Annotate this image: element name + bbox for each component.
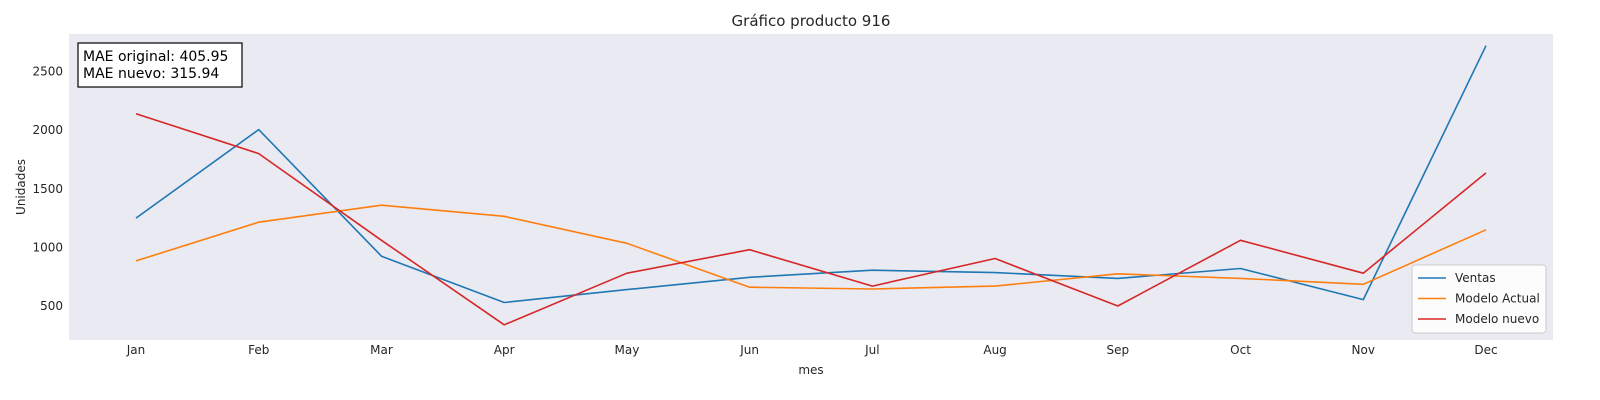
- mae-original-text: MAE original: 405.95: [83, 49, 228, 65]
- x-tick-label: May: [615, 343, 640, 357]
- x-tick-label: Jun: [739, 343, 759, 357]
- legend-label: Modelo Actual: [1455, 292, 1540, 306]
- legend: Ventas Modelo Actual Modelo nuevo: [1411, 264, 1547, 334]
- x-tick-label: Apr: [494, 343, 515, 357]
- legend-box: [1411, 264, 1547, 334]
- legend-label: Ventas: [1455, 271, 1496, 285]
- series-lines: [135, 45, 1487, 326]
- x-axis-label: mes: [798, 363, 823, 377]
- y-tick-label: 2500: [32, 65, 63, 79]
- y-tick-label: 500: [40, 299, 63, 313]
- y-tick-label: 2000: [32, 123, 63, 137]
- x-tick-label: Mar: [370, 343, 393, 357]
- mae-annotation: MAE original: 405.95 MAE nuevo: 315.94: [77, 42, 243, 88]
- y-axis-label: Unidades: [14, 159, 28, 215]
- chart-title: Gráfico producto 916: [732, 12, 891, 30]
- x-tick-label: Dec: [1474, 343, 1497, 357]
- mae-nuevo-text: MAE nuevo: 315.94: [83, 66, 219, 82]
- x-tick-label: Aug: [983, 343, 1006, 357]
- series-line-modelo-nuevo: [135, 112, 1487, 326]
- x-axis-ticks: Jan Feb Mar Apr May Jun Jul Aug Sep Oct Nov Dec: [126, 343, 1498, 357]
- y-axis-ticks: 500 1000 1500 2000 2500: [32, 65, 63, 313]
- x-tick-label: Sep: [1107, 343, 1130, 357]
- x-tick-label: Oct: [1230, 343, 1251, 357]
- y-tick-label: 1500: [32, 182, 63, 196]
- y-tick-label: 1000: [32, 240, 63, 254]
- x-tick-label: Jul: [864, 343, 879, 357]
- mae-annotation-box: [77, 42, 243, 88]
- x-tick-label: Feb: [248, 343, 269, 357]
- x-tick-label: Nov: [1352, 343, 1375, 357]
- x-tick-label: Jan: [126, 343, 146, 357]
- plot-area: [69, 34, 1553, 340]
- series-line-ventas: [135, 45, 1487, 304]
- legend-label: Modelo nuevo: [1455, 312, 1539, 326]
- series-line-modelo-actual: [135, 204, 1487, 290]
